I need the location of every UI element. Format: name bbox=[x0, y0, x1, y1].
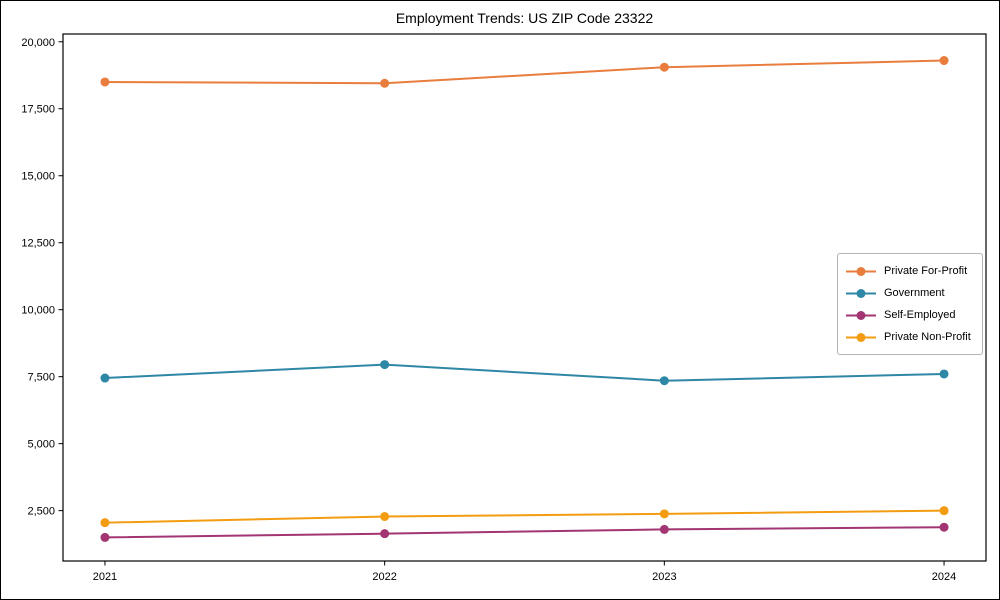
legend-label: Government bbox=[884, 287, 945, 299]
series-line bbox=[104, 526, 945, 539]
y-tick-label: 12,500 bbox=[21, 238, 55, 250]
legend-item: Private Non-Profit bbox=[846, 326, 974, 348]
data-point-marker bbox=[659, 524, 669, 534]
axes-box bbox=[62, 33, 987, 562]
data-point-marker bbox=[939, 56, 949, 66]
legend-marker-icon bbox=[846, 266, 876, 276]
data-point-marker bbox=[100, 532, 110, 542]
legend: Private For-Profit Government Self-Employe… bbox=[837, 253, 983, 355]
legend-item: Self-Employed bbox=[846, 304, 974, 326]
chart-title: Employment Trends: US ZIP Code 23322 bbox=[395, 10, 654, 26]
data-point-marker bbox=[380, 360, 390, 370]
legend-label: Private Non-Profit bbox=[884, 331, 971, 343]
legend-marker-icon bbox=[846, 288, 876, 298]
legend-marker-icon bbox=[846, 310, 876, 320]
data-point-marker bbox=[939, 369, 949, 379]
y-tick-label: 15,000 bbox=[21, 171, 55, 183]
series-line bbox=[104, 59, 945, 85]
series-line bbox=[104, 363, 945, 382]
series-line bbox=[104, 509, 945, 524]
x-tick-label: 2023 bbox=[652, 571, 676, 583]
data-point-marker bbox=[380, 529, 390, 539]
x-tick-label: 2024 bbox=[932, 571, 956, 583]
data-point-marker bbox=[100, 518, 110, 528]
x-tick-label: 2022 bbox=[372, 571, 396, 583]
y-tick-label: 5,000 bbox=[27, 439, 55, 451]
data-point-marker bbox=[659, 509, 669, 519]
y-tick-label: 20,000 bbox=[21, 37, 55, 49]
data-point-marker bbox=[380, 78, 390, 88]
legend-label: Private For-Profit bbox=[884, 265, 968, 277]
y-tick-label: 10,000 bbox=[21, 305, 55, 317]
y-tick-label: 17,500 bbox=[21, 104, 55, 116]
legend-item: Private For-Profit bbox=[846, 260, 974, 282]
data-point-marker bbox=[939, 522, 949, 532]
data-point-marker bbox=[659, 376, 669, 386]
data-point-marker bbox=[100, 373, 110, 383]
data-point-marker bbox=[939, 506, 949, 516]
data-point-marker bbox=[659, 62, 669, 72]
x-tick-label: 2021 bbox=[93, 571, 117, 583]
y-tick-label: 7,500 bbox=[27, 372, 55, 384]
data-point-marker bbox=[380, 512, 390, 522]
y-tick-label: 2,500 bbox=[27, 506, 55, 518]
legend-marker-icon bbox=[846, 332, 876, 342]
legend-label: Self-Employed bbox=[884, 309, 956, 321]
data-point-marker bbox=[100, 77, 110, 87]
legend-item: Government bbox=[846, 282, 974, 304]
